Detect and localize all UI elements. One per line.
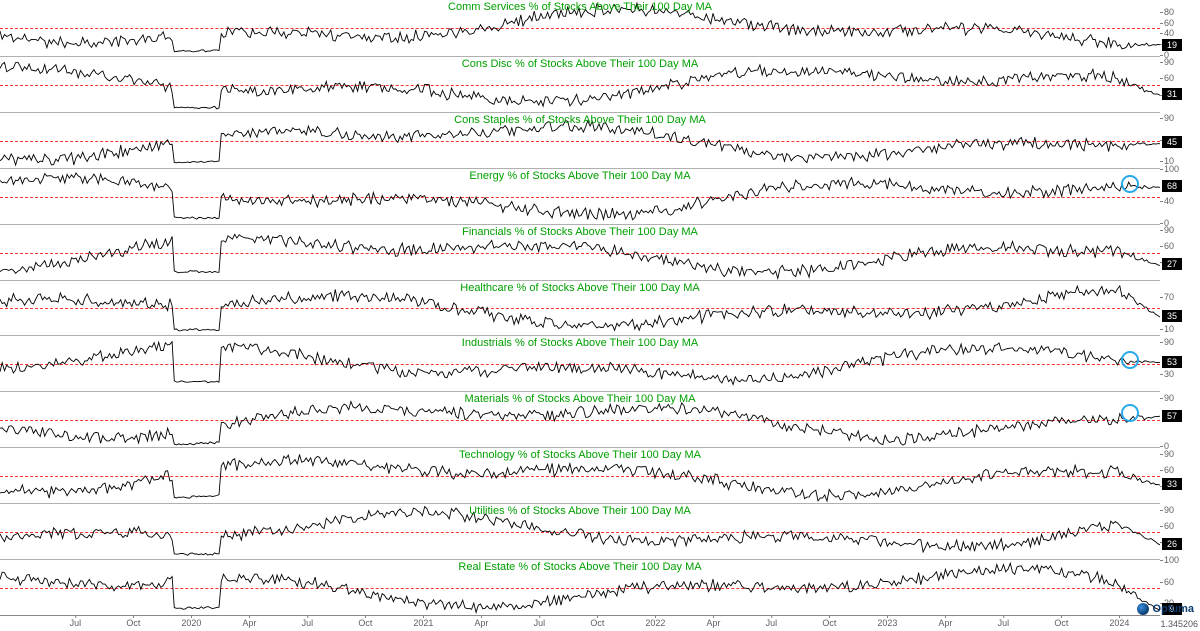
x-tick: Jul (302, 618, 314, 628)
y-tick: 60 (1164, 241, 1174, 251)
current-value-badge: 27 (1162, 258, 1182, 270)
chart-panel: Cons Staples % of Stocks Above Their 100… (0, 112, 1160, 168)
y-tick: 30 (1164, 369, 1174, 379)
y-tick: 60 (1164, 18, 1174, 28)
y-tick: 10 (1164, 324, 1174, 334)
panel-title: Cons Staples % of Stocks Above Their 100… (454, 114, 706, 126)
panel-title: Financials % of Stocks Above Their 100 D… (462, 226, 698, 238)
x-tick: Oct (590, 618, 604, 628)
y-tick: 90 (1164, 225, 1174, 235)
x-tick: Apr (706, 618, 720, 628)
chart-panel: Industrials % of Stocks Above Their 100 … (0, 335, 1160, 391)
optuma-logo: Optuma (1137, 603, 1194, 615)
chart-panel: Financials % of Stocks Above Their 100 D… (0, 224, 1160, 280)
y-tick: 60 (1164, 73, 1174, 83)
x-tick: 2020 (181, 618, 201, 628)
panel-title: Real Estate % of Stocks Above Their 100 … (458, 561, 701, 573)
x-tick: 2024 (1109, 618, 1129, 628)
footer-value: 1.345206 (1160, 619, 1198, 629)
x-tick: 2023 (877, 618, 897, 628)
chart-panel: Comm Services % of Stocks Above Their 10… (0, 0, 1160, 56)
y-tick: 100 (1164, 555, 1179, 565)
current-value-badge: 68 (1162, 180, 1182, 192)
y-tick: 80 (1164, 7, 1174, 17)
current-value-badge: 33 (1162, 478, 1182, 490)
current-value-badge: 19 (1162, 39, 1182, 51)
x-tick: Jul (70, 618, 82, 628)
x-tick: Jul (998, 618, 1010, 628)
chart-panel: Cons Disc % of Stocks Above Their 100 Da… (0, 56, 1160, 112)
highlight-circle-icon (1121, 175, 1139, 193)
y-tick: 90 (1164, 449, 1174, 459)
x-tick: Apr (242, 618, 256, 628)
globe-icon (1137, 603, 1149, 615)
chart-panel: Real Estate % of Stocks Above Their 100 … (0, 559, 1160, 615)
y-tick: 60 (1164, 577, 1174, 587)
x-tick: Oct (1054, 618, 1068, 628)
x-tick: 2021 (413, 618, 433, 628)
y-tick: 40 (1164, 196, 1174, 206)
chart-panel: Materials % of Stocks Above Their 100 Da… (0, 391, 1160, 447)
x-tick: Jul (534, 618, 546, 628)
x-axis: Jul Oct 2020 Apr Jul Oct 2021 Apr Jul Oct 2022 Apr J… (0, 615, 1160, 631)
current-value-badge: 45 (1162, 136, 1182, 148)
panel-title: Technology % of Stocks Above Their 100 D… (459, 449, 701, 461)
logo-text: Optuma (1152, 603, 1194, 615)
current-value-badge: 35 (1162, 310, 1182, 322)
highlight-circle-icon (1121, 351, 1139, 369)
panel-title: Healthcare % of Stocks Above Their 100 D… (460, 282, 699, 294)
x-tick: Oct (822, 618, 836, 628)
panel-title: Materials % of Stocks Above Their 100 Da… (465, 393, 696, 405)
panel-title: Cons Disc % of Stocks Above Their 100 Da… (462, 58, 698, 70)
x-tick: Oct (358, 618, 372, 628)
y-tick: 100 (1164, 164, 1179, 174)
y-tick: 70 (1164, 292, 1174, 302)
panel-title: Energy % of Stocks Above Their 100 Day M… (469, 170, 690, 182)
chart-panel: Energy % of Stocks Above Their 100 Day M… (0, 168, 1160, 224)
y-tick: 90 (1164, 393, 1174, 403)
y-tick: 40 (1164, 28, 1174, 38)
current-value-badge: 31 (1162, 88, 1182, 100)
right-axis: 0204060801930609031105090450401006830609… (1160, 0, 1200, 615)
panel-title: Utilities % of Stocks Above Their 100 Da… (469, 505, 691, 517)
y-tick: 60 (1164, 465, 1174, 475)
x-tick: 2022 (645, 618, 665, 628)
chart-panel: Technology % of Stocks Above Their 100 D… (0, 447, 1160, 503)
y-tick: 90 (1164, 113, 1174, 123)
chart-panel: Healthcare % of Stocks Above Their 100 D… (0, 280, 1160, 336)
x-tick: Apr (474, 618, 488, 628)
x-tick: Jul (766, 618, 778, 628)
panel-title: Comm Services % of Stocks Above Their 10… (448, 1, 712, 13)
chart-panel: Utilities % of Stocks Above Their 100 Da… (0, 503, 1160, 559)
current-value-badge: 53 (1162, 356, 1182, 368)
panel-title: Industrials % of Stocks Above Their 100 … (462, 337, 698, 349)
y-tick: 90 (1164, 505, 1174, 515)
x-tick: Apr (938, 618, 952, 628)
current-value-badge: 57 (1162, 410, 1182, 422)
x-tick: Oct (126, 618, 140, 628)
y-tick: 90 (1164, 57, 1174, 67)
y-tick: 90 (1164, 337, 1174, 347)
chart-stack: Comm Services % of Stocks Above Their 10… (0, 0, 1160, 615)
y-tick: 60 (1164, 521, 1174, 531)
current-value-badge: 26 (1162, 538, 1182, 550)
